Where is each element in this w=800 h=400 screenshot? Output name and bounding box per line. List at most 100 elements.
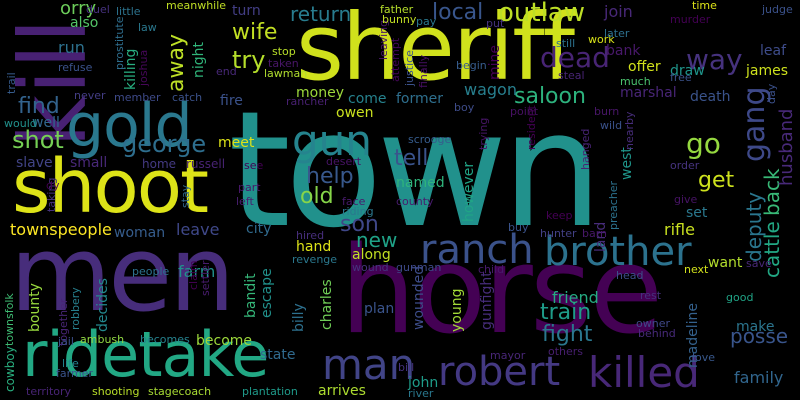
word-husband: husband: [776, 108, 797, 186]
word-others: others: [548, 345, 584, 358]
word-river: river: [408, 387, 434, 400]
word-buy: buy: [508, 221, 529, 234]
word-townspeople: townspeople: [10, 220, 112, 239]
word-point: point: [510, 105, 539, 118]
word-see: see: [244, 159, 264, 172]
word-gunfight: gunfight: [479, 271, 495, 330]
word-offer: offer: [628, 59, 661, 75]
word-hired: hired: [296, 229, 325, 242]
word-night: night: [191, 41, 207, 78]
word-ambush: ambush: [80, 333, 125, 346]
word-resident: resident: [525, 105, 538, 150]
word-good: good: [726, 291, 754, 304]
word-put: put: [486, 17, 505, 30]
word-county: county: [396, 195, 434, 208]
word-love: love: [692, 351, 716, 364]
word-stop: stop: [272, 45, 296, 58]
word-burn: burn: [594, 105, 620, 118]
word-gold: gold: [66, 91, 193, 161]
word-return: return: [290, 2, 352, 26]
word-bill: bill: [398, 361, 415, 374]
word-day: day: [765, 83, 778, 104]
word-dead: dead: [540, 41, 610, 74]
word-claim: claim: [187, 260, 200, 290]
word-duel: duel: [86, 3, 110, 16]
word-hand: hand: [296, 239, 332, 255]
word-becomes: becomes: [140, 333, 190, 346]
word-wagon: wagon: [464, 80, 517, 99]
word-go: go: [686, 127, 721, 160]
word-wounded: wounded: [411, 265, 427, 330]
word-boy: boy: [454, 101, 475, 114]
word-new: new: [356, 228, 398, 252]
word-young: young: [449, 288, 465, 332]
word-city: city: [246, 221, 272, 237]
word-prostitute: prostitute: [113, 16, 126, 70]
word-death: death: [690, 89, 731, 105]
word-law: law: [138, 21, 157, 34]
word-left: left: [236, 195, 254, 208]
word-part: part: [238, 181, 261, 194]
word-join: join: [604, 2, 633, 21]
word-mayor: mayor: [490, 349, 526, 362]
word-taken: taken: [268, 57, 299, 70]
word-still: still: [556, 37, 576, 50]
word-escape: escape: [259, 268, 275, 318]
word-end: end: [216, 65, 237, 78]
word-help: help: [306, 164, 354, 189]
word-leave: leave: [176, 220, 220, 239]
word-would: would: [4, 117, 37, 130]
word-never: never: [74, 89, 106, 102]
word-outlaw: outlaw: [498, 0, 586, 28]
word-make: make: [736, 319, 775, 335]
word-face: face: [342, 195, 366, 208]
word-turn: turn: [232, 3, 261, 19]
word-stagecoach: stagecoach: [148, 385, 212, 398]
word-horse: horse: [340, 222, 663, 361]
word-later: later: [604, 27, 630, 40]
word-marshal: marshal: [620, 85, 677, 101]
word-russell: russell: [186, 157, 226, 171]
word-save: save: [746, 257, 772, 270]
word-murder: murder: [670, 13, 711, 26]
word-leaf: leaf: [760, 43, 787, 59]
word-townsfolk: townsfolk: [3, 293, 16, 346]
word-plantation: plantation: [242, 385, 298, 398]
word-tell: tell: [394, 146, 429, 171]
word-justice: justice: [403, 50, 416, 86]
word-cowboy: cowboy: [3, 346, 17, 392]
word-also: also: [70, 15, 99, 31]
word-shoot: shoot: [12, 144, 209, 230]
word-train: train: [540, 300, 592, 325]
word-arrives: arrives: [318, 383, 366, 399]
word-family: family: [734, 368, 784, 387]
word-attempt: attempt: [389, 37, 402, 82]
word-dy: dy: [46, 179, 60, 192]
word-father: father: [380, 3, 414, 16]
word-child: child: [478, 263, 505, 276]
word-preacher: preacher: [607, 180, 620, 230]
word-town: town: [228, 76, 603, 263]
word-stay: stay: [179, 184, 192, 208]
word-much: much: [620, 75, 651, 88]
word-robert: robert: [438, 349, 561, 395]
word-however: however: [461, 161, 477, 222]
word-named: named: [396, 175, 445, 191]
word-billy: billy: [291, 303, 307, 332]
word-territory: territory: [26, 385, 72, 398]
word-pay: pay: [416, 15, 437, 28]
word-next: next: [684, 263, 709, 276]
word-farmer: farmer: [56, 367, 93, 380]
word-decides: decides: [95, 278, 111, 332]
word-gunman: gunman: [396, 261, 442, 274]
word-trying: trying: [477, 117, 490, 150]
word-joshua: joshua: [137, 49, 150, 86]
word-wound: wound: [352, 261, 389, 274]
word-way: way: [686, 43, 743, 76]
word-john: john: [408, 375, 439, 391]
word-killed: killed: [588, 348, 700, 397]
word-meanwhile: meanwhile: [166, 0, 227, 12]
word-behind: behind: [638, 327, 676, 340]
word-bank: bank: [606, 43, 641, 59]
word-meet: meet: [218, 135, 255, 151]
